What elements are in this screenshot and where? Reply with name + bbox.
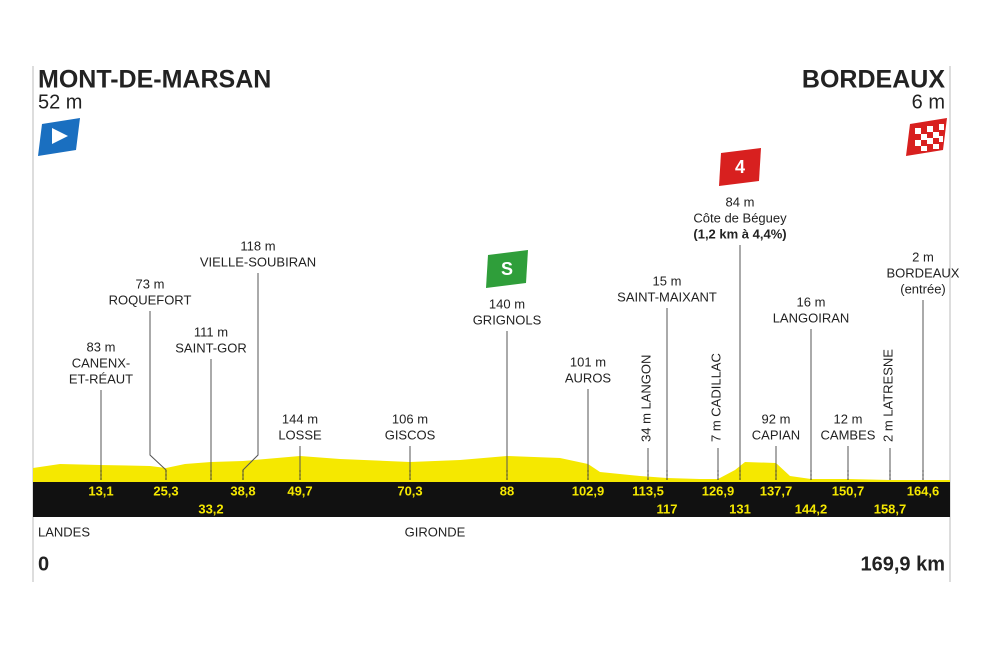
km-label: 158,7 (874, 501, 907, 516)
region-label: LANDES (38, 524, 90, 539)
start-altitude: 52 m (38, 91, 82, 113)
waypoint-label: GISCOS (385, 427, 436, 442)
waypoint-label: 2 m LATRESNE (880, 349, 895, 442)
waypoint-label: (1,2 km à 4,4%) (693, 226, 786, 241)
waypoint-label: 15 m (653, 273, 682, 288)
km-label: 164,6 (907, 483, 940, 498)
waypoint-label: 118 m (240, 238, 275, 253)
finish-name: BORDEAUX (802, 66, 945, 94)
km-label: 38,8 (230, 483, 255, 498)
km-label: 13,1 (88, 483, 113, 498)
waypoint-label: 7 m CADILLAC (708, 353, 723, 442)
km-label: 88 (500, 483, 514, 498)
start-name: MONT-DE-MARSAN (38, 66, 271, 94)
finish-distance: 169,9 km (860, 553, 945, 575)
waypoint-label: LOSSE (278, 427, 322, 442)
badge-text: 4 (735, 157, 745, 177)
waypoint-label: GRIGNOLS (473, 312, 542, 327)
km-label: 144,2 (795, 501, 828, 516)
distance-bar (33, 482, 950, 517)
badge (486, 250, 528, 288)
waypoint-label: 84 m (726, 194, 755, 209)
km-label: 150,7 (832, 483, 865, 498)
waypoint-label: 16 m (797, 294, 826, 309)
waypoint-label: BORDEAUX (887, 265, 960, 280)
waypoint-label: SAINT-MAIXANT (617, 289, 717, 304)
waypoint-label: 92 m (762, 411, 791, 426)
waypoint-label: 140 m (489, 296, 525, 311)
waypoint-label: 12 m (834, 411, 863, 426)
badge-text: S (501, 259, 513, 279)
waypoint-label: VIELLE-SOUBIRAN (200, 254, 316, 269)
km-label: 102,9 (572, 483, 605, 498)
elevation-profile (33, 456, 950, 482)
waypoint-label: 106 m (392, 411, 428, 426)
waypoint-label: 34 m LANGON (638, 355, 653, 442)
waypoint-label: Côte de Béguey (693, 210, 787, 225)
waypoint-label: 101 m (570, 354, 606, 369)
waypoint-label: CAPIAN (752, 427, 800, 442)
waypoint-label: 73 m (136, 276, 165, 291)
waypoint-label: SAINT-GOR (175, 340, 247, 355)
km-label: 25,3 (153, 483, 178, 498)
waypoint-label: CAMBES (821, 427, 876, 442)
waypoint-label: (entrée) (900, 281, 946, 296)
waypoint-label: 111 m (194, 324, 228, 339)
waypoint-label: ET-RÉAUT (69, 371, 133, 386)
waypoint-line (242, 273, 259, 480)
start-distance: 0 (38, 553, 49, 575)
km-label: 131 (729, 501, 751, 516)
waypoint-label: 83 m (87, 339, 116, 354)
km-label: 113,5 (632, 483, 664, 498)
km-label: 117 (657, 501, 678, 516)
km-label: 137,7 (760, 483, 793, 498)
waypoint-label: 2 m (912, 249, 934, 264)
badge (719, 148, 761, 186)
waypoint-label: ROQUEFORT (109, 292, 192, 307)
km-label: 33,2 (198, 501, 223, 516)
finish-icon (906, 118, 947, 156)
km-label: 49,7 (287, 483, 312, 498)
km-label: 70,3 (397, 483, 422, 498)
finish-altitude: 6 m (912, 91, 945, 113)
start-icon (38, 118, 80, 156)
waypoint-label: LANGOIRAN (773, 310, 850, 325)
waypoint-label: CANENX- (72, 355, 131, 370)
region-label: GIRONDE (405, 524, 466, 539)
waypoint-label: AUROS (565, 370, 612, 385)
waypoint-line (149, 311, 167, 480)
km-label: 126,9 (702, 483, 735, 498)
waypoint-label: 144 m (282, 411, 318, 426)
